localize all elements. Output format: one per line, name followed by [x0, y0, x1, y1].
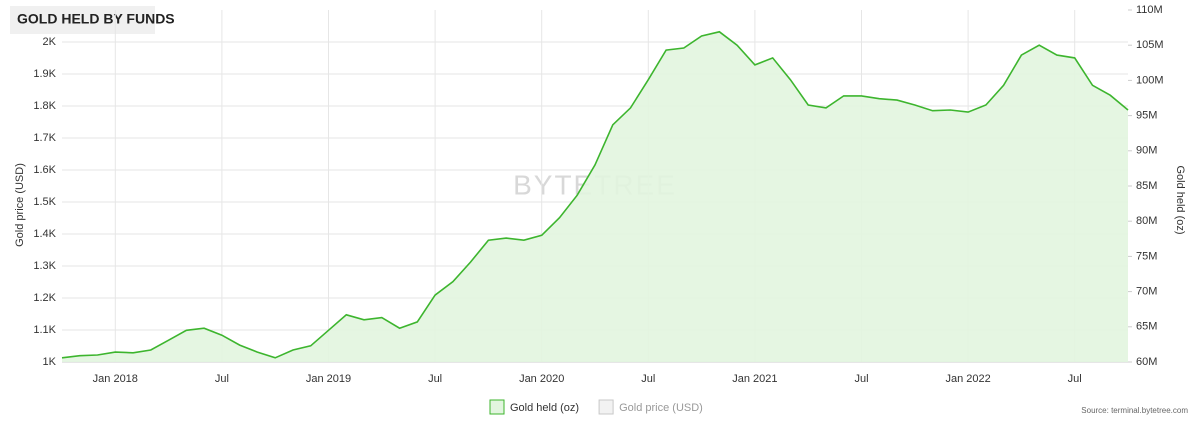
chart-title: GOLD HELD BY FUNDS — [17, 11, 175, 27]
y2-tick-label: 75M — [1136, 250, 1157, 262]
x-tick-label: Jan 2020 — [519, 373, 564, 385]
x-tick-label: Jul — [215, 373, 229, 385]
legend-label[interactable]: Gold price (USD) — [619, 402, 703, 414]
legend-swatch[interactable] — [489, 399, 505, 415]
y-tick-label: 1.1K — [33, 324, 56, 336]
x-tick-label: Jan 2019 — [306, 373, 351, 385]
y-tick-label: 1.4K — [33, 228, 56, 240]
y2-tick-label: 95M — [1136, 110, 1157, 122]
y2-tick-label: 65M — [1136, 321, 1157, 333]
y-axis-label: Gold price (USD) — [14, 163, 26, 247]
y2-tick-label: 70M — [1136, 286, 1157, 298]
area-fill — [62, 31, 1128, 363]
y2-tick-label: 80M — [1136, 215, 1157, 227]
x-tick-label: Jul — [428, 373, 442, 385]
x-tick-label: Jan 2022 — [945, 373, 990, 385]
y-tick-label: 2K — [43, 36, 57, 48]
y-tick-label: 1.9K — [33, 68, 56, 80]
y-tick-label: 1.2K — [33, 292, 56, 304]
y2-tick-label: 85M — [1136, 180, 1157, 192]
y2-tick-label: 60M — [1136, 356, 1157, 368]
x-tick-label: Jan 2018 — [93, 373, 138, 385]
y2-tick-label: 110M — [1136, 4, 1163, 16]
y2-axis-label: Gold held (oz) — [1174, 165, 1186, 234]
title-box — [10, 6, 155, 34]
y-tick-label: 1.5K — [33, 196, 56, 208]
y2-tick-label: 100M — [1136, 74, 1164, 86]
y2-tick-label: 90M — [1136, 145, 1157, 157]
x-tick-label: Jul — [1068, 373, 1082, 385]
y-tick-label: 1.6K — [33, 164, 56, 176]
y-tick-label: 1.7K — [33, 132, 56, 144]
series-line — [61, 30, 1129, 359]
y2-tick-label: 105M — [1136, 39, 1164, 51]
x-tick-label: Jul — [854, 373, 868, 385]
y-tick-label: 1K — [43, 356, 57, 368]
x-tick-label: Jul — [641, 373, 655, 385]
x-tick-label: Jan 2021 — [732, 373, 777, 385]
source: Source: terminal.bytetree.com — [1081, 406, 1188, 415]
legend-label[interactable]: Gold held (oz) — [510, 402, 579, 414]
y-tick-label: 1.3K — [33, 260, 56, 272]
legend-swatch[interactable] — [598, 399, 614, 415]
y-tick-label: 1.8K — [33, 100, 56, 112]
